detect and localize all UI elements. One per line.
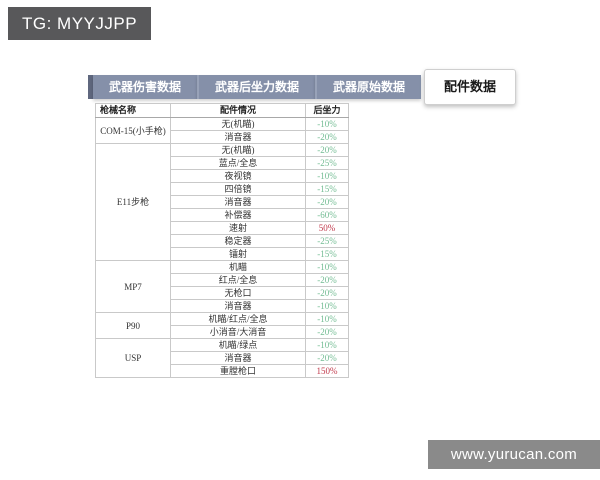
recoil-cell: -10% xyxy=(305,169,349,183)
gun-name-cell: P90 xyxy=(95,312,171,339)
attachment-cell: 蓝点/全息 xyxy=(170,156,306,170)
attachment-cell: 机瞄/绿点 xyxy=(170,338,306,352)
attachment-cell: 小消音/大消音 xyxy=(170,325,306,339)
col-header-gun-name: 枪械名称 xyxy=(95,103,171,118)
table-row: COM-15(小手枪) 无(机瞄) -10% xyxy=(95,117,349,144)
recoil-cell: -10% xyxy=(305,260,349,274)
recoil-cell: -10% xyxy=(305,312,349,326)
recoil-cell: -20% xyxy=(305,273,349,287)
recoil-cell: -10% xyxy=(305,117,349,131)
col-header-recoil: 后坐力 xyxy=(305,103,349,118)
attachment-cell: 无枪口 xyxy=(170,286,306,300)
recoil-cell: -20% xyxy=(305,130,349,144)
tab-attachment-data[interactable]: 配件数据 xyxy=(424,69,517,105)
recoil-cell: -20% xyxy=(305,195,349,209)
attachment-cell: 镭射 xyxy=(170,247,306,261)
tab-bar: 武器伤害数据 武器后坐力数据 武器原始数据 配件数据 xyxy=(88,69,517,105)
recoil-cell: -15% xyxy=(305,182,349,196)
recoil-cell: -20% xyxy=(305,143,349,157)
recoil-cell: -20% xyxy=(305,286,349,300)
site-watermark: www.yurucan.com xyxy=(428,440,600,469)
attachment-cell: 消音器 xyxy=(170,195,306,209)
recoil-cell: -10% xyxy=(305,299,349,313)
table-row: 消音器 -20% xyxy=(96,351,349,365)
recoil-cell: 150% xyxy=(305,364,349,378)
gun-name-cell: USP xyxy=(95,338,171,378)
tab-weapon-raw[interactable]: 武器原始数据 xyxy=(315,75,422,99)
tab-weapon-damage[interactable]: 武器伤害数据 xyxy=(93,75,198,99)
table-row: 重膛枪口 150% xyxy=(96,364,349,378)
gun-name-cell: COM-15(小手枪) xyxy=(95,117,171,144)
table-row: 消音器 -20% xyxy=(96,195,349,209)
table-row: 镭射 -15% xyxy=(96,247,349,261)
table-row: E11步枪 无(机瞄) -20% xyxy=(95,143,349,261)
recoil-cell: -25% xyxy=(305,234,349,248)
recoil-cell: -60% xyxy=(305,208,349,222)
attachment-cell: 夜视镜 xyxy=(170,169,306,183)
col-header-attachment: 配件情况 xyxy=(170,103,306,118)
attachment-table: 枪械名称 配件情况 后坐力 COM-15(小手枪) 无(机瞄) -10% 消音器 -20… xyxy=(95,103,349,378)
table-row: 夜视镜 -10% xyxy=(96,169,349,183)
recoil-cell: -10% xyxy=(305,338,349,352)
attachment-cell: 重膛枪口 xyxy=(170,364,306,378)
attachment-cell: 速射 xyxy=(170,221,306,235)
table-header-row: 枪械名称 配件情况 后坐力 xyxy=(95,103,349,118)
attachment-table-wrap: 枪械名称 配件情况 后坐力 COM-15(小手枪) 无(机瞄) -10% 消音器 -20… xyxy=(95,103,349,378)
attachment-cell: 四倍镜 xyxy=(170,182,306,196)
attachment-cell: 消音器 xyxy=(170,299,306,313)
attachment-cell: 消音器 xyxy=(170,130,306,144)
attachment-cell: 红点/全息 xyxy=(170,273,306,287)
recoil-cell: -20% xyxy=(305,351,349,365)
attachment-cell: 补偿器 xyxy=(170,208,306,222)
recoil-cell: -15% xyxy=(305,247,349,261)
attachment-cell: 无(机瞄) xyxy=(170,143,306,157)
table-row: USP 机瞄/绿点 -10% xyxy=(95,338,349,378)
recoil-cell: -25% xyxy=(305,156,349,170)
attachment-table-body: COM-15(小手枪) 无(机瞄) -10% 消音器 -20% E11步枪 无(机瞄) -20… xyxy=(95,117,349,378)
attachment-cell: 无(机瞄) xyxy=(170,117,306,131)
attachment-cell: 稳定器 xyxy=(170,234,306,248)
table-row: P90 机瞄/红点/全息 -10% xyxy=(95,312,349,339)
table-row: 无枪口 -20% xyxy=(96,286,349,300)
tab-weapon-recoil[interactable]: 武器后坐力数据 xyxy=(197,75,316,99)
attachment-cell: 消音器 xyxy=(170,351,306,365)
recoil-cell: 50% xyxy=(305,221,349,235)
attachment-cell: 机瞄 xyxy=(170,260,306,274)
gun-name-cell: MP7 xyxy=(95,260,171,313)
gun-name-cell: E11步枪 xyxy=(95,143,171,261)
recoil-cell: -20% xyxy=(305,325,349,339)
tab-bar-edge xyxy=(88,75,93,99)
attachment-cell: 机瞄/红点/全息 xyxy=(170,312,306,326)
table-row: MP7 机瞄 -10% xyxy=(95,260,349,313)
tg-badge: TG: MYYJJPP xyxy=(8,7,152,40)
